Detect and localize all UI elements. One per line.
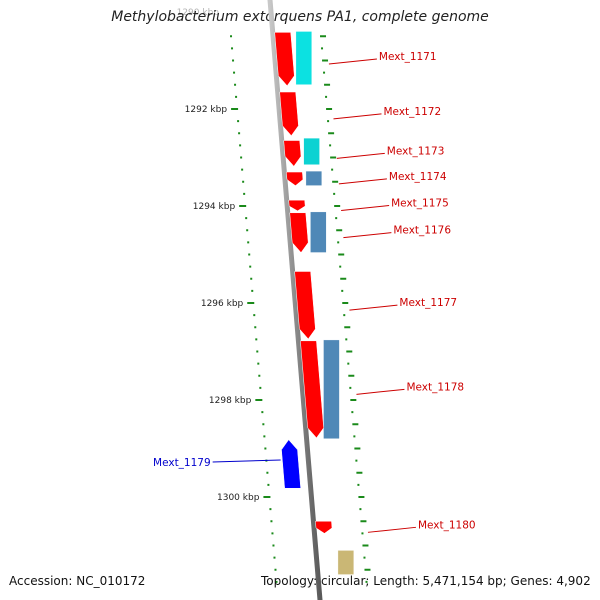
gene-arrow (315, 521, 333, 534)
genome-summary: Topology: circular; Length: 5,471,154 bp… (261, 574, 591, 588)
gene-label: Mext_1176 (393, 225, 451, 237)
gene-arrow (286, 171, 304, 186)
scale-label: 1300 kbp (217, 493, 260, 503)
backbone (267, 0, 323, 600)
map-title: Methylobacterium extorquens PA1, complet… (111, 9, 489, 25)
gene-label-leader (343, 232, 392, 239)
outer-scale-ticks (320, 35, 371, 583)
gene-labels: Mext_1171 Mext_1172 Mext_1173 Mext_1174 Mext… (153, 51, 476, 531)
inner-scale-ticks (230, 35, 278, 583)
gene-label: Mext_1179 (153, 457, 211, 469)
gene-label-leader (338, 178, 387, 185)
gene-label-leader (341, 205, 390, 212)
gene-label-leader (367, 526, 416, 533)
feature-block (303, 137, 320, 166)
feature-block (323, 339, 340, 440)
feature-block (337, 550, 355, 575)
feature-track (295, 31, 355, 575)
scale-label: 1296 kbp (201, 299, 244, 309)
scale-label: 1298 kbp (209, 396, 252, 406)
gene-arrow (281, 439, 301, 489)
gene-count: 4,902 (556, 574, 591, 588)
gene-label: Mext_1180 (418, 519, 476, 531)
gene-arrow (300, 340, 324, 439)
scale-label: 1292 kbp (185, 105, 228, 115)
accession-value: NC_010172 (76, 574, 146, 588)
scale-label: 1294 kbp (193, 202, 236, 212)
gene-arrow (274, 32, 295, 87)
genes-label: Genes: (510, 574, 553, 588)
backbone-line (267, 0, 323, 600)
gene-label: Mext_1175 (391, 198, 449, 210)
gene-label: Mext_1178 (406, 381, 464, 393)
gene-label-leaders (212, 58, 416, 533)
gene-label: Mext_1172 (383, 106, 441, 118)
length-label: Length: (373, 574, 419, 588)
accession-label: Accession: (9, 574, 73, 588)
gene-arrow (283, 140, 302, 167)
topology-label: Topology: (261, 574, 318, 588)
gene-label-leader (349, 304, 398, 311)
gene-label-leader (336, 152, 385, 159)
gene-arrow (279, 91, 299, 137)
topology-value: circular; (320, 574, 370, 588)
gene-label-leader (356, 388, 405, 395)
scale-label: 1290 kbp (177, 8, 220, 18)
length-value: 5,471,154 bp; (422, 574, 507, 588)
feature-block (305, 170, 323, 186)
gene-label-leader (328, 58, 377, 65)
scale-labels: 1290 kbp 1292 kbp 1294 kbp 1296 kbp 1298 kbp… (177, 8, 260, 503)
feature-block (310, 211, 327, 253)
gene-arrow (294, 271, 316, 340)
gene-track (274, 32, 333, 534)
feature-block (295, 31, 313, 85)
gene-label: Mext_1173 (387, 145, 445, 157)
gene-label: Mext_1171 (379, 51, 437, 63)
accession-line: Accession: NC_010172 (9, 574, 145, 588)
gene-label: Mext_1174 (389, 171, 447, 183)
gene-arrow (288, 199, 306, 212)
gene-arrow (289, 212, 309, 253)
gene-label: Mext_1177 (399, 297, 457, 309)
gene-label-leader (212, 459, 281, 463)
gene-label-leader (333, 113, 382, 120)
